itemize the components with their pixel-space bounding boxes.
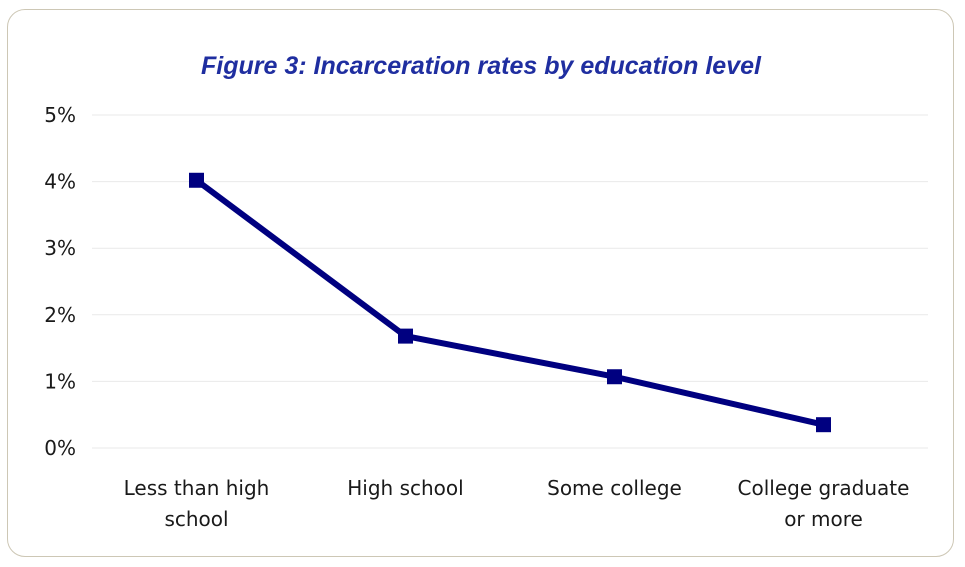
chart-title: Figure 3: Incarceration rates by educati… [201, 52, 762, 80]
x-tick-label: College graduate or more [738, 476, 910, 531]
data-point-marker [607, 369, 622, 385]
y-axis-ticks: 0% 1% 2% 3% 4% 5% [44, 103, 76, 460]
x-axis-ticks: Less than high school High school Some coll… [124, 476, 910, 531]
y-tick-label: 1% [44, 369, 76, 393]
y-tick-label: 4% [44, 170, 76, 194]
y-tick-label: 3% [44, 236, 76, 260]
y-tick-label: 0% [44, 436, 76, 460]
y-tick-label: 2% [44, 303, 76, 327]
data-point-marker [816, 417, 831, 433]
data-point-marker [189, 172, 204, 188]
x-tick-label: Some college [547, 476, 682, 500]
data-point-marker [398, 328, 413, 344]
series-line [194, 177, 825, 428]
y-tick-label: 5% [44, 103, 76, 127]
x-tick-label: High school [347, 476, 463, 500]
x-tick-label: Less than high school [124, 476, 270, 531]
chart-frame [7, 9, 954, 557]
data-points [189, 172, 831, 433]
grid-lines [92, 114, 928, 449]
